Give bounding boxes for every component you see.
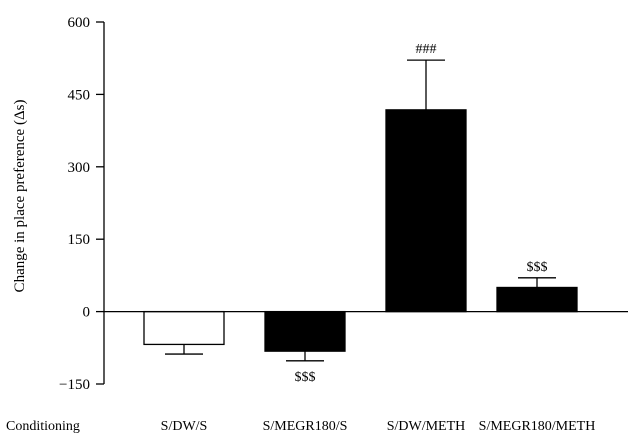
x-category-label: S/MEGR180/S — [263, 419, 348, 434]
y-axis: 600 450 300 150 0 −150 — [59, 15, 105, 393]
y-axis-title: Change in place preference (Δs) — [12, 100, 28, 293]
y-tick-label: 300 — [68, 160, 91, 176]
bar-4 — [496, 286, 578, 313]
x-axis: S/DW/S S/MEGR180/S S/DW/METH S/MEGR180/METH — [104, 310, 628, 434]
significance-label-3: ### — [416, 42, 437, 57]
bar-2 — [264, 310, 346, 352]
y-tick-label: 600 — [68, 15, 91, 31]
x-category-label: S/DW/S — [161, 419, 208, 434]
significance-label-2: $$$ — [295, 370, 316, 385]
x-category-label: S/DW/METH — [387, 419, 466, 434]
y-tick-label: −150 — [59, 377, 90, 393]
y-tick-label: 0 — [83, 305, 91, 321]
y-tick-label: 450 — [68, 87, 91, 103]
bars-group: $$$ ### $$$ — [143, 42, 578, 385]
x-category-label: S/MEGR180/METH — [479, 419, 596, 434]
conditioning-row-label: Conditioning — [6, 419, 80, 434]
bar-3 — [385, 109, 467, 313]
y-tick-label: 150 — [68, 232, 91, 248]
bar-1 — [143, 310, 225, 346]
significance-label-4: $$$ — [527, 260, 548, 275]
